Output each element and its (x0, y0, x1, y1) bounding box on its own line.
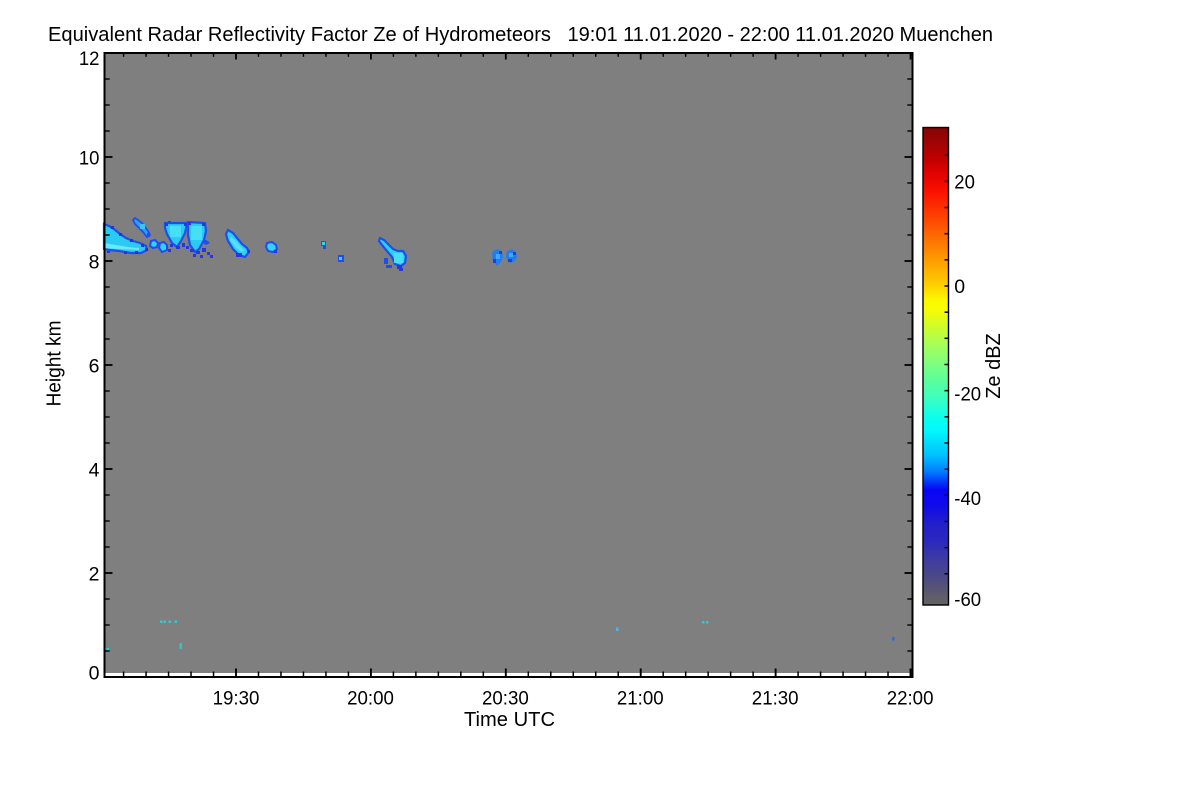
svg-text:21:30: 21:30 (752, 688, 799, 710)
svg-text:Ze dBZ: Ze dBZ (983, 333, 1005, 399)
svg-text:20: 20 (954, 171, 975, 193)
svg-text:Height km: Height km (44, 321, 66, 407)
svg-text:Equivalent Radar Reflectivity: Equivalent Radar Reflectivity Factor Ze … (48, 24, 551, 46)
svg-text:-20: -20 (954, 384, 981, 406)
svg-text:22:00: 22:00 (887, 688, 934, 710)
svg-text:12: 12 (79, 48, 100, 70)
svg-text:19:01 11.01.2020 - 22:00 11.01: 19:01 11.01.2020 - 22:00 11.01.2020 Muen… (568, 24, 994, 46)
svg-text:6: 6 (89, 355, 100, 377)
svg-text:20:00: 20:00 (347, 688, 394, 710)
svg-text:-40: -40 (954, 488, 981, 510)
svg-text:4: 4 (89, 459, 100, 481)
svg-text:8: 8 (89, 251, 100, 273)
svg-text:20:30: 20:30 (482, 688, 529, 710)
svg-text:Time UTC: Time UTC (464, 709, 555, 731)
svg-text:-60: -60 (954, 589, 981, 611)
svg-text:19:30: 19:30 (213, 688, 260, 710)
svg-text:0: 0 (89, 662, 100, 684)
svg-text:21:00: 21:00 (617, 688, 664, 710)
svg-text:2: 2 (89, 563, 100, 585)
svg-text:0: 0 (954, 276, 965, 298)
svg-text:10: 10 (79, 147, 100, 169)
